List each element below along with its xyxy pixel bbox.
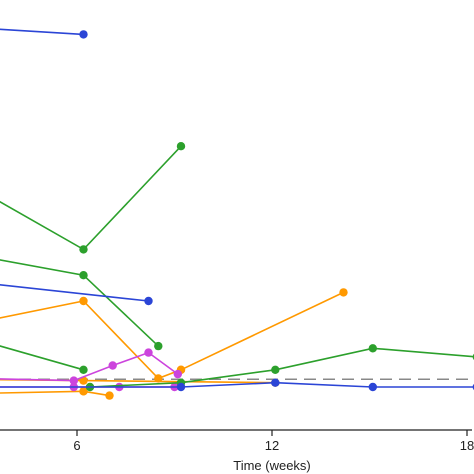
series-line xyxy=(0,284,149,302)
series-1 xyxy=(0,28,88,39)
series-5 xyxy=(0,284,153,306)
data-point xyxy=(339,288,348,297)
data-point xyxy=(144,348,153,357)
data-point xyxy=(176,382,186,392)
data-point xyxy=(271,378,280,387)
data-point xyxy=(271,365,280,374)
series-11 xyxy=(0,348,182,385)
data-point xyxy=(154,374,163,383)
series-line xyxy=(0,300,182,380)
data-point xyxy=(368,344,377,353)
series-line xyxy=(0,259,159,347)
series-line xyxy=(0,390,84,394)
data-point xyxy=(79,365,88,374)
series-line xyxy=(0,351,179,382)
series-line xyxy=(0,145,182,251)
series-7 xyxy=(176,288,348,374)
series-10 xyxy=(79,387,114,400)
data-point xyxy=(173,369,182,379)
series-line xyxy=(83,390,110,397)
data-point xyxy=(176,142,186,151)
series-3 xyxy=(0,259,163,351)
x-axis: 6 12 18 xyxy=(0,429,474,453)
x-tick-label: 12 xyxy=(265,438,279,453)
series-line xyxy=(180,291,344,371)
data-point xyxy=(144,296,153,306)
data-point xyxy=(79,296,88,306)
series-line xyxy=(0,345,84,371)
series-layer xyxy=(0,28,474,400)
series-6 xyxy=(0,296,186,383)
series-13 xyxy=(85,344,474,392)
data-point xyxy=(79,245,88,254)
data-point xyxy=(108,361,117,370)
series-2 xyxy=(0,142,186,254)
data-point xyxy=(368,382,377,392)
data-point xyxy=(105,391,114,400)
series-line xyxy=(0,28,84,36)
data-point xyxy=(154,341,163,351)
series-14 xyxy=(0,378,474,392)
data-point xyxy=(69,376,79,385)
data-point xyxy=(79,387,88,396)
data-point xyxy=(79,30,88,39)
x-axis-label: Time (weeks) xyxy=(233,458,311,473)
series-4 xyxy=(0,345,88,374)
x-tick-label: 6 xyxy=(73,438,80,453)
x-tick-label: 18 xyxy=(460,438,474,453)
data-point xyxy=(79,271,88,280)
